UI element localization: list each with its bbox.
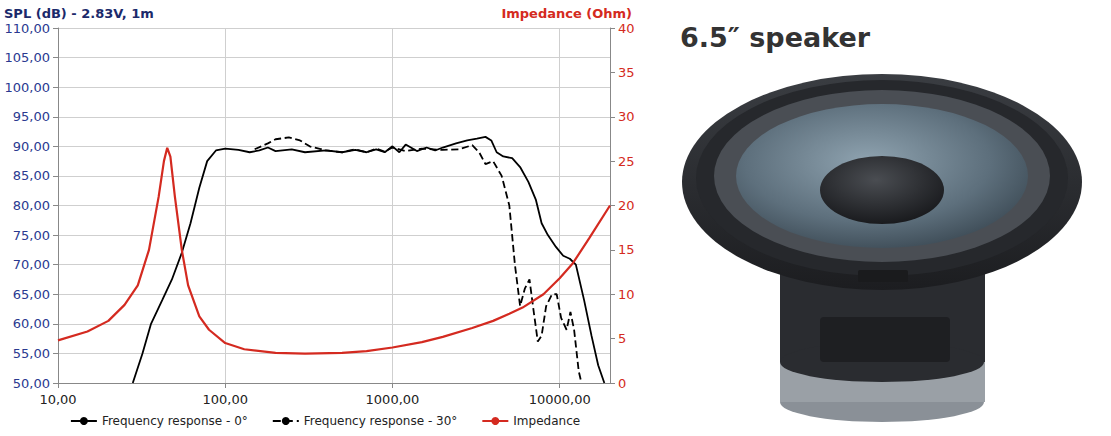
svg-text:65,00: 65,00 <box>13 287 50 302</box>
svg-text:5: 5 <box>618 331 626 346</box>
svg-text:20: 20 <box>618 198 635 213</box>
svg-text:50,00: 50,00 <box>13 376 50 391</box>
svg-text:100,00: 100,00 <box>5 80 51 95</box>
svg-text:10,00: 10,00 <box>39 392 76 407</box>
svg-text:70,00: 70,00 <box>13 257 50 272</box>
svg-text:55,00: 55,00 <box>13 346 50 361</box>
svg-text:35: 35 <box>618 65 635 80</box>
svg-text:100,00: 100,00 <box>202 392 248 407</box>
svg-text:15: 15 <box>618 242 635 257</box>
svg-text:Frequency response - 0°: Frequency response - 0° <box>102 414 248 428</box>
svg-text:Impedance: Impedance <box>513 414 580 428</box>
svg-text:10: 10 <box>618 287 635 302</box>
svg-text:85,00: 85,00 <box>13 168 50 183</box>
html-text:6.5″ speaker: 6.5″ speaker <box>680 22 871 53</box>
svg-text:60,00: 60,00 <box>13 316 50 331</box>
svg-text:110,00: 110,00 <box>5 21 51 36</box>
svg-text:Impedance (Ohm): Impedance (Ohm) <box>501 6 632 21</box>
svg-text:80,00: 80,00 <box>13 198 50 213</box>
svg-text:1000,00: 1000,00 <box>366 392 420 407</box>
svg-text:SPL (dB) - 2.83V, 1m: SPL (dB) - 2.83V, 1m <box>4 6 154 21</box>
svg-text:0: 0 <box>618 376 626 391</box>
svg-text:105,00: 105,00 <box>5 50 51 65</box>
svg-text:30: 30 <box>618 109 635 124</box>
svg-text:95,00: 95,00 <box>13 109 50 124</box>
svg-text:40: 40 <box>618 21 635 36</box>
svg-text:Frequency response - 30°: Frequency response - 30° <box>304 414 458 428</box>
svg-text:10000,00: 10000,00 <box>529 392 591 407</box>
svg-text:90,00: 90,00 <box>13 139 50 154</box>
svg-text:25: 25 <box>618 154 635 169</box>
svg-text:75,00: 75,00 <box>13 228 50 243</box>
